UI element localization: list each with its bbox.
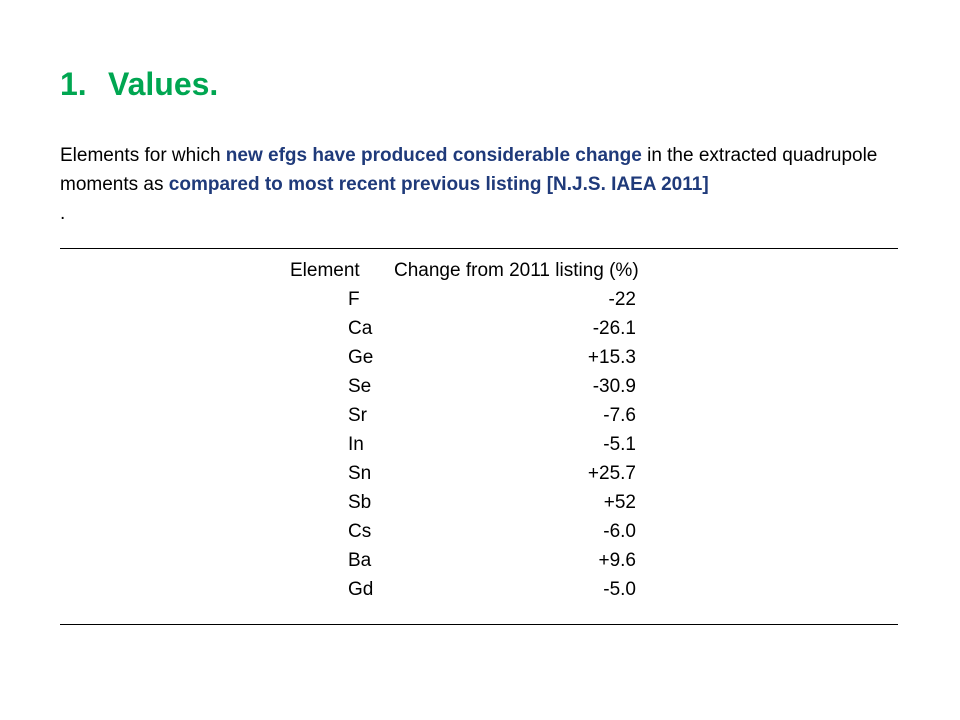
table-row: F -22 [0, 285, 960, 314]
table-row: Ba +9.6 [0, 546, 960, 575]
intro-paragraph: Elements for which new efgs have produce… [60, 141, 910, 228]
table-row: Cs -6.0 [0, 517, 960, 546]
element-cell: Cs [348, 521, 372, 542]
table-header-row: Element Change from 2011 listing (%) [0, 256, 960, 285]
change-cell: -26.1 [592, 318, 636, 339]
change-cell: -7.6 [603, 405, 636, 426]
element-cell: Gd [348, 579, 374, 600]
change-cell: -30.9 [592, 376, 636, 397]
element-cell: Se [348, 376, 372, 397]
change-cell: -6.0 [603, 521, 636, 542]
change-cell: +52 [603, 492, 636, 513]
element-cell: In [348, 434, 364, 455]
table-row: Gd -5.0 [0, 575, 960, 604]
change-cell: +25.7 [587, 463, 636, 484]
column-header-change: Change from 2011 listing (%) [394, 260, 639, 281]
change-cell: -5.0 [603, 579, 636, 600]
intro-highlight-2: compared to most recent previous listing… [168, 174, 709, 195]
change-table: Element Change from 2011 listing (%) F -2… [0, 256, 960, 604]
element-cell: Ge [348, 347, 374, 368]
element-cell: Sr [348, 405, 367, 426]
table-row: Sr -7.6 [0, 401, 960, 430]
table-body: F -22 Ca -26.1 Ge +15.3 Se -30.9 Sr -7.6 In -5.1 Sn +… [0, 285, 960, 604]
intro-trailing-period: . [60, 203, 66, 224]
table-row: In -5.1 [0, 430, 960, 459]
change-cell: +9.6 [598, 550, 636, 571]
element-cell: Sn [348, 463, 372, 484]
intro-highlight-1: new efgs have produced considerable chan… [225, 145, 642, 166]
column-header-element: Element [290, 260, 360, 281]
table-row: Ge +15.3 [0, 343, 960, 372]
table-row: Se -30.9 [0, 372, 960, 401]
element-cell: Ca [348, 318, 373, 339]
title-text: Values. [108, 66, 219, 102]
intro-text-2: in the extracted quadrupole moments as [60, 145, 878, 195]
table-row: Sn +25.7 [0, 459, 960, 488]
slide-title: 1. Values. [60, 66, 218, 103]
table-row: Sb +52 [0, 488, 960, 517]
table-bottom-rule [60, 624, 898, 625]
intro-text-1: Elements for which [60, 145, 226, 166]
element-cell: F [348, 289, 360, 310]
table-top-rule [60, 248, 898, 249]
change-cell: -5.1 [603, 434, 636, 455]
element-cell: Ba [348, 550, 372, 571]
table-row: Ca -26.1 [0, 314, 960, 343]
element-cell: Sb [348, 492, 372, 513]
title-number: 1. [60, 66, 87, 102]
change-cell: -22 [608, 289, 636, 310]
change-cell: +15.3 [587, 347, 636, 368]
